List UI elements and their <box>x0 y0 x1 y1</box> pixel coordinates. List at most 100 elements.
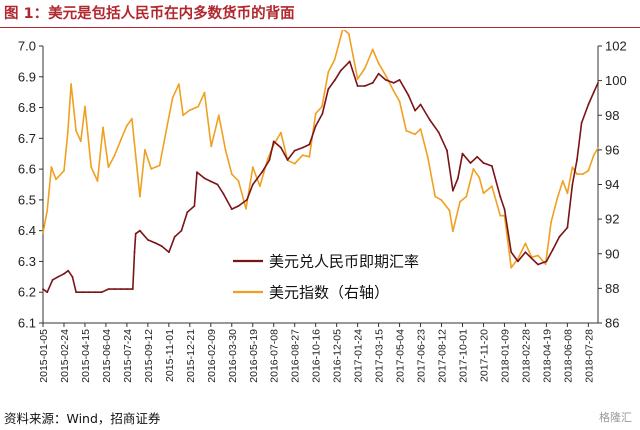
data-point-usdcny <box>327 88 330 90</box>
x-tick-label: 2015-06-04 <box>101 329 113 383</box>
data-point-usdcny <box>437 131 440 134</box>
data-point-usdcny <box>530 257 533 260</box>
data-point-usdcny <box>131 288 134 290</box>
x-tick-label: 2017-06-23 <box>416 329 428 383</box>
x-tick-label: 2015-12-21 <box>185 329 197 383</box>
legend-label-usdcny: 美元兑人民币即期汇率 <box>269 253 419 271</box>
data-point-usdcny <box>592 91 595 94</box>
data-point-dxy <box>203 91 206 94</box>
y-right-tick-label: 90 <box>605 246 619 261</box>
y-right-tick-label: 102 <box>605 39 627 54</box>
y-right-tick-label: 96 <box>605 142 619 157</box>
data-point-usdcny <box>476 155 479 158</box>
series-line-usdcny <box>42 60 599 293</box>
data-point-usdcny <box>334 79 336 81</box>
data-point-usdcny <box>392 82 395 84</box>
data-point-usdcny <box>571 183 574 186</box>
data-point-usdcny <box>293 149 296 152</box>
x-tick-label: 2016-08-27 <box>290 329 302 383</box>
data-point-dxy <box>166 124 169 127</box>
series-layer <box>42 30 599 294</box>
data-point-dxy <box>158 164 161 167</box>
data-point-usdcny <box>363 85 366 87</box>
y-left-tick-label: 6.6 <box>18 162 36 177</box>
data-point-dxy <box>182 114 185 117</box>
data-point-dxy <box>210 145 213 148</box>
data-point-usdcny <box>222 192 225 195</box>
data-point-dxy <box>230 173 233 176</box>
data-point-dxy <box>465 195 468 198</box>
data-point-dxy <box>448 209 451 212</box>
data-point-dxy <box>597 147 599 149</box>
data-point-dxy <box>356 78 359 80</box>
data-point-dxy <box>259 185 261 188</box>
data-point-usdcny <box>203 177 206 180</box>
data-point-usdcny <box>469 162 472 164</box>
data-point-usdcny <box>482 162 485 164</box>
data-point-usdcny <box>419 103 422 106</box>
x-tick-label: 2017-05-04 <box>395 329 407 383</box>
data-point-dxy <box>414 133 416 136</box>
y-right-tick-label: 86 <box>605 316 619 331</box>
data-point-usdcny <box>503 208 506 211</box>
data-point-dxy <box>377 62 380 65</box>
chart-title: 图 1：美元是包括人民币在内多数货币的背面 <box>4 6 295 22</box>
data-point-usdcny <box>46 291 49 294</box>
data-point-usdcny <box>246 199 248 201</box>
data-point-dxy <box>434 195 437 198</box>
data-point-dxy <box>267 157 269 160</box>
data-point-usdcny <box>446 149 448 152</box>
data-point-usdcny <box>120 288 122 290</box>
data-point-dxy <box>197 105 200 108</box>
x-tick-label: 2015-07-24 <box>122 329 134 383</box>
source-note: 资料来源：Wind，招商证券 <box>4 411 161 426</box>
data-point-usdcny <box>308 143 311 146</box>
data-point-dxy <box>120 138 122 141</box>
data-point-usdcny <box>517 260 519 263</box>
x-tick-label: 2018-06-08 <box>562 329 574 383</box>
y-left-tick-label: 7.0 <box>18 39 36 54</box>
data-point-usdcny <box>428 119 431 121</box>
data-point-usdcny <box>75 291 77 294</box>
data-point-usdcny <box>237 205 240 207</box>
x-tick-label: 2016-05-19 <box>248 329 260 383</box>
data-point-dxy <box>126 124 128 127</box>
data-point-usdcny <box>580 122 583 124</box>
data-point-usdcny <box>414 109 416 112</box>
data-point-dxy <box>224 149 227 151</box>
data-point-dxy <box>587 169 590 172</box>
data-point-dxy <box>139 195 141 198</box>
data-point-dxy <box>571 166 574 169</box>
data-point-usdcny <box>452 189 454 192</box>
x-tick-label: 2018-07-28 <box>583 329 595 383</box>
data-point-dxy <box>55 178 57 181</box>
y-left-tick-label: 6.8 <box>18 100 36 115</box>
data-point-dxy <box>566 192 569 195</box>
data-point-dxy <box>524 242 527 245</box>
x-tick-label: 2017-11-20 <box>478 329 490 382</box>
data-point-dxy <box>178 83 180 85</box>
data-point-dxy <box>90 166 93 169</box>
data-point-usdcny <box>100 291 103 294</box>
chart-axes: 6.1 6.2 6.3 6.4 6.5 6.6 6.7 6.8 6.9 7.0 86 88 90 92 94… <box>18 39 627 383</box>
data-point-dxy <box>550 221 552 224</box>
data-point-usdcny <box>82 291 84 294</box>
data-point-dxy <box>66 131 69 134</box>
data-point-usdcny <box>499 195 502 198</box>
data-point-dxy <box>150 168 153 170</box>
data-point-dxy <box>363 67 366 70</box>
data-point-dxy <box>510 266 513 269</box>
data-point-dxy <box>426 155 429 158</box>
data-point-usdcny <box>94 291 97 294</box>
data-point-dxy <box>107 166 110 169</box>
y-right-tick-label: 88 <box>605 281 619 296</box>
data-point-usdcny <box>261 171 263 174</box>
y-right-tick-label: 92 <box>605 212 619 227</box>
data-point-dxy <box>42 232 44 234</box>
data-point-dxy <box>459 200 461 203</box>
x-tick-label: 2015-02-24 <box>59 329 71 383</box>
title-underline <box>0 27 640 28</box>
watermark: 格隆汇 <box>599 411 632 424</box>
data-point-usdcny <box>348 60 351 63</box>
x-tick-label: 2017-01-24 <box>353 329 365 383</box>
